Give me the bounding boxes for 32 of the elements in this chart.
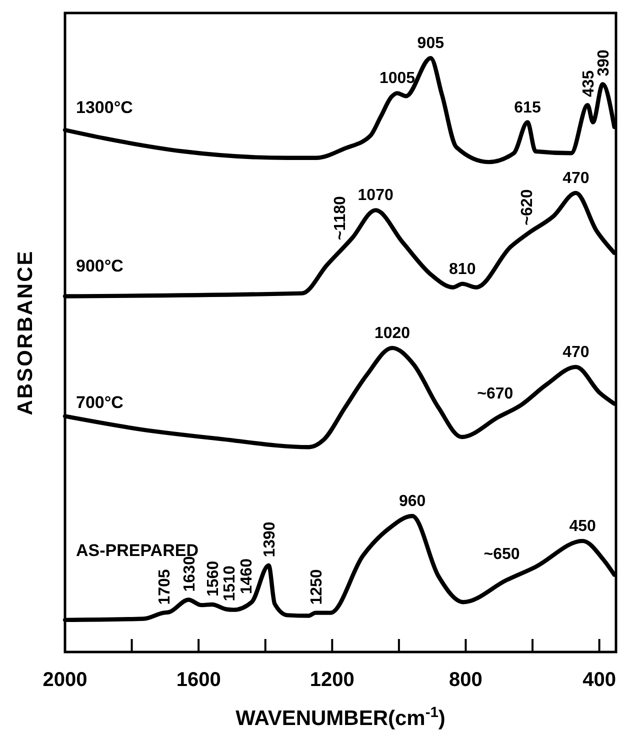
annotation: 1070 [358, 187, 394, 204]
annotation: ~670 [477, 386, 514, 403]
x-tick-label: 800 [449, 669, 482, 691]
annotation: 1250 [308, 569, 326, 605]
annotation: 960 [398, 493, 426, 510]
annotation: 1390 [262, 522, 279, 558]
annotation: 470 [562, 344, 590, 361]
x-tick-label: 1600 [176, 669, 221, 691]
annotation: 1460 [238, 558, 256, 594]
series-label: 1300°C [76, 98, 133, 117]
annotation: ~1180 [332, 196, 349, 240]
series-label: 700°C [76, 393, 124, 412]
x-tick-label: 1200 [310, 669, 354, 691]
annotation: 905 [417, 35, 444, 52]
annotation: 450 [569, 518, 596, 535]
x-tick-label: 2000 [42, 669, 88, 691]
annotation: ~620 [518, 189, 536, 226]
annotation: 615 [514, 99, 541, 116]
annotation: ~650 [484, 546, 520, 563]
series-label: 900°C [76, 256, 124, 276]
y-axis-title: ABSORBANCE [14, 250, 37, 416]
annotation: 1560 [204, 560, 222, 596]
annotation: 1020 [374, 324, 410, 342]
annotation: 390 [596, 49, 613, 76]
annotation: 1705 [156, 569, 174, 605]
annotation: 435 [580, 70, 598, 98]
x-axis-title: WAVENUMBER(cm$^{-1}$) [236, 705, 446, 730]
annotation: 810 [449, 260, 476, 278]
annotation: 470 [562, 170, 590, 187]
annotation: 1510 [222, 566, 239, 602]
x-tick-label: 400 [582, 669, 616, 691]
annotation: 1005 [379, 70, 416, 88]
